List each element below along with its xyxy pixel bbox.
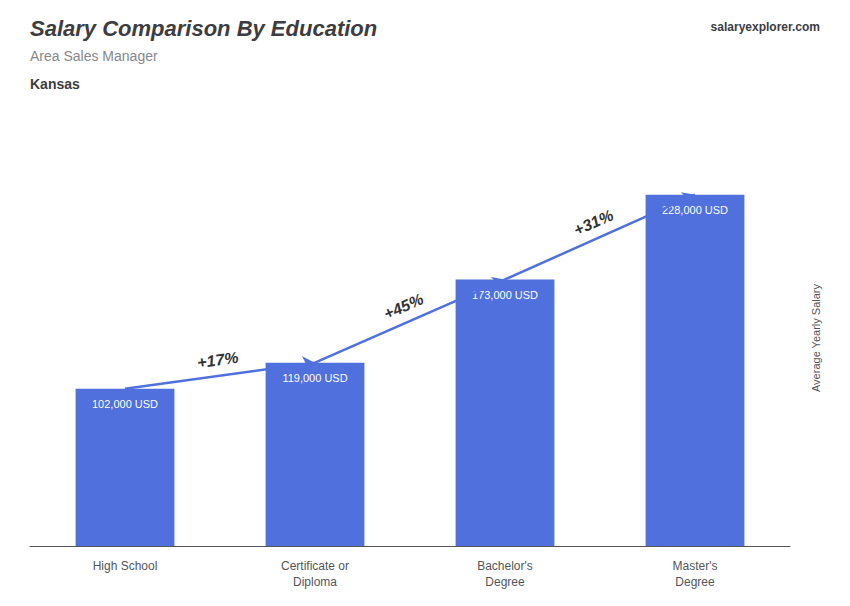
svg-text:Degree: Degree (675, 575, 715, 589)
svg-text:Kansas: Kansas (30, 76, 80, 92)
svg-text:Bachelor's: Bachelor's (477, 559, 533, 573)
svg-text:High School: High School (93, 559, 158, 573)
svg-text:salaryexplorer.com: salaryexplorer.com (711, 20, 820, 34)
svg-text:Certificate or: Certificate or (281, 559, 349, 573)
svg-text:Salary Comparison By Education: Salary Comparison By Education (30, 16, 377, 41)
svg-text:Diploma: Diploma (293, 575, 337, 589)
svg-text:Degree: Degree (485, 575, 525, 589)
svg-text:+45%: +45% (381, 290, 426, 322)
svg-text:119,000 USD: 119,000 USD (282, 372, 347, 384)
svg-text:Average Yearly Salary: Average Yearly Salary (810, 283, 822, 392)
svg-text:Master's: Master's (673, 559, 718, 573)
svg-text:Area Sales Manager: Area Sales Manager (30, 48, 158, 64)
svg-text:+17%: +17% (196, 349, 239, 372)
svg-text:+31%: +31% (571, 206, 616, 238)
svg-text:228,000 USD: 228,000 USD (662, 204, 728, 217)
svg-text:173,000 USD: 173,000 USD (472, 289, 538, 301)
svg-text:102,000 USD: 102,000 USD (92, 398, 158, 410)
